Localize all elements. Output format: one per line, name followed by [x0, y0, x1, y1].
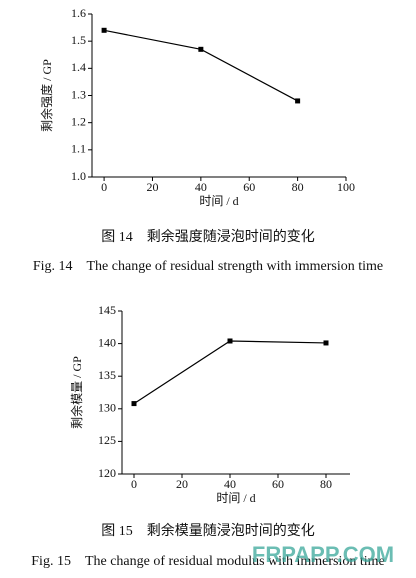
- y-tick-label: 130: [98, 401, 116, 415]
- x-tick-label: 80: [320, 477, 332, 491]
- line: [103, 29, 298, 102]
- y-axis-label: 剩余强度 / GP: [39, 59, 54, 132]
- y-tick-label: 1.4: [71, 60, 86, 74]
- caption-zh: 图 15 剩余模量随浸泡时间的变化: [101, 522, 315, 539]
- y-tick-label: 120: [98, 466, 116, 480]
- caption-en: Fig. 15 The change of residual modulus w…: [31, 554, 384, 569]
- x-axis-label: 时间 / d: [199, 194, 238, 208]
- y-tick-label: 1.1: [71, 142, 86, 156]
- y-tick-label: 140: [98, 335, 116, 349]
- y-tick-label: 145: [98, 303, 116, 317]
- caption-zh: 图 14 剩余强度随浸泡时间的变化: [101, 228, 315, 245]
- x-tick-label: 0: [101, 180, 107, 194]
- y-tick-label: 1.6: [71, 6, 86, 20]
- x-tick-label: 80: [292, 180, 304, 194]
- x-tick-label: 40: [195, 180, 207, 194]
- x-tick-label: 40: [224, 477, 236, 491]
- x-tick-label: 0: [131, 477, 137, 491]
- y-tick-label: 1.2: [71, 114, 86, 128]
- x-tick-label: 60: [243, 180, 255, 194]
- y-tick-label: 1.0: [71, 169, 86, 183]
- x-tick-label: 20: [176, 477, 188, 491]
- caption-en: Fig. 14 The change of residual strength …: [33, 259, 383, 274]
- watermark: FRPAPP.COM: [252, 542, 394, 567]
- x-tick-label: 20: [146, 180, 158, 194]
- y-tick-label: 1.3: [71, 87, 86, 101]
- x-tick-label: 100: [337, 180, 355, 194]
- x-tick-label: 60: [272, 477, 284, 491]
- y-axis-label: 剩余模量 / GP: [69, 356, 84, 429]
- x-axis-label: 时间 / d: [216, 491, 255, 505]
- y-tick-label: 125: [98, 433, 116, 447]
- y-tick-label: 135: [98, 368, 116, 382]
- line: [133, 340, 327, 405]
- y-tick-label: 1.5: [71, 33, 86, 47]
